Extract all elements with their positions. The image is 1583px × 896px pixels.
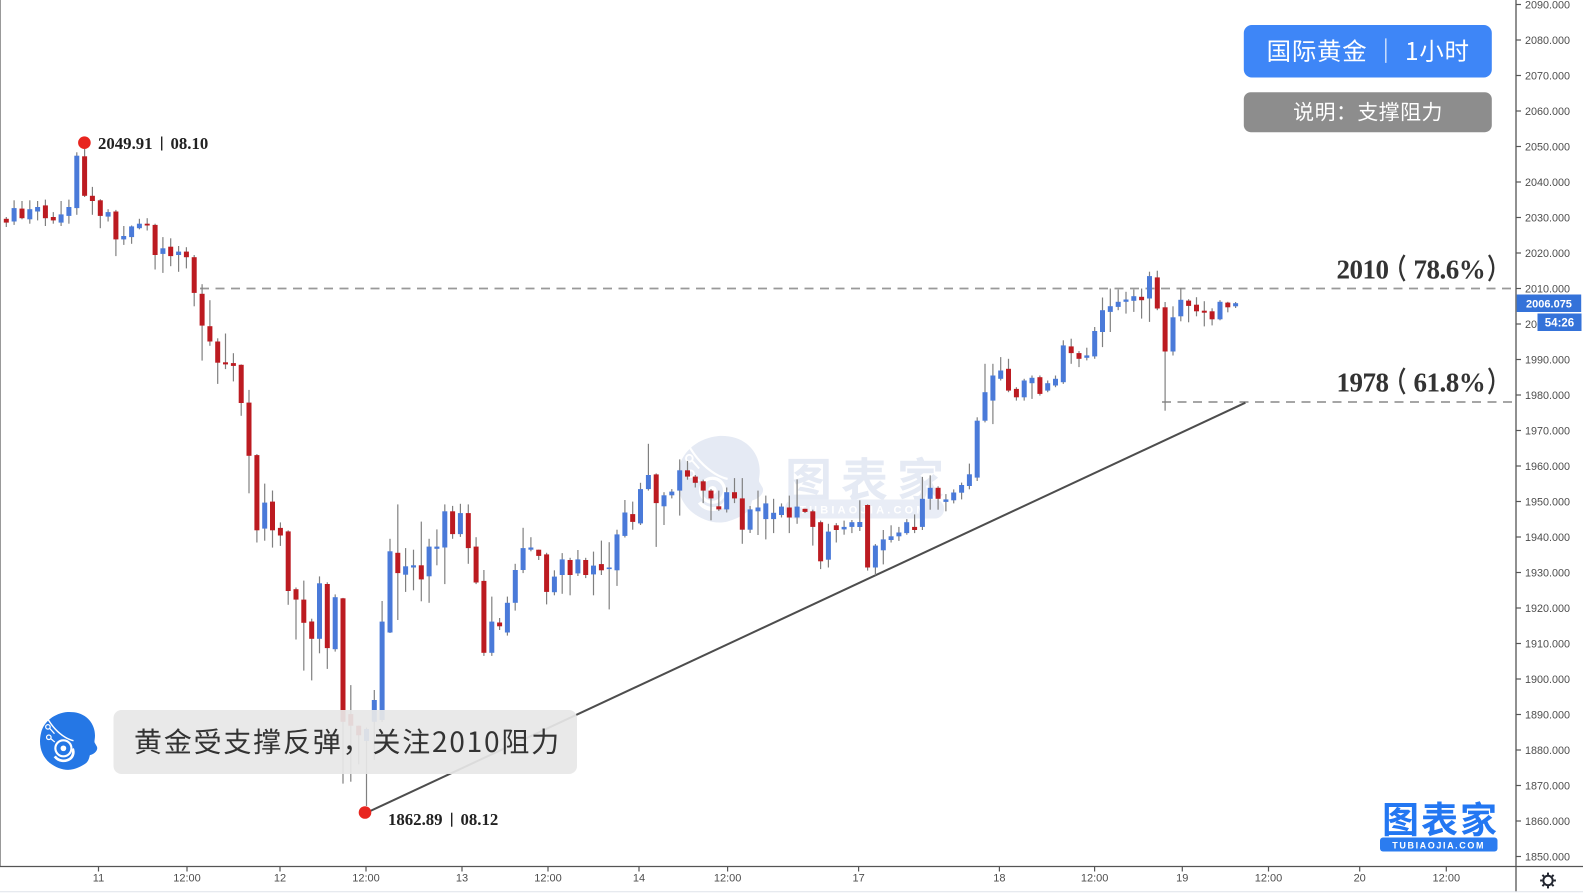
svg-text:2020.000: 2020.000: [1525, 248, 1570, 260]
svg-text:2030.000: 2030.000: [1525, 212, 1570, 224]
svg-text:12:00: 12:00: [534, 873, 562, 885]
svg-text:1940.000: 1940.000: [1525, 532, 1570, 544]
svg-text:54:26: 54:26: [1545, 318, 1574, 330]
svg-text:17: 17: [852, 873, 864, 885]
svg-text:78.6%: 78.6%: [1414, 255, 1486, 285]
svg-text:2049.91: 2049.91: [98, 134, 153, 153]
svg-text:2050.000: 2050.000: [1525, 141, 1570, 153]
svg-text:1930.000: 1930.000: [1525, 567, 1570, 579]
svg-text:12:00: 12:00: [714, 873, 742, 885]
svg-text:13: 13: [456, 873, 468, 885]
svg-text:2090.000: 2090.000: [1525, 0, 1570, 11]
svg-text:14: 14: [633, 873, 645, 885]
svg-text:2040.000: 2040.000: [1525, 177, 1570, 189]
svg-text:1990.000: 1990.000: [1525, 354, 1570, 366]
svg-text:1980.000: 1980.000: [1525, 390, 1570, 402]
svg-text:TUBIAOJIA.COM: TUBIAOJIA.COM: [1392, 841, 1485, 851]
svg-text:11: 11: [93, 873, 104, 885]
svg-text:12:00: 12:00: [352, 873, 380, 885]
svg-text:12:00: 12:00: [1433, 873, 1461, 885]
svg-text:1978: 1978: [1337, 368, 1389, 398]
svg-text:1910.000: 1910.000: [1525, 638, 1570, 650]
svg-text:1900.000: 1900.000: [1525, 674, 1570, 686]
svg-text:12: 12: [274, 873, 286, 885]
svg-text:1950.000: 1950.000: [1525, 496, 1570, 508]
svg-text:1860.000: 1860.000: [1525, 816, 1570, 828]
svg-text:12:00: 12:00: [173, 873, 201, 885]
svg-text:18: 18: [993, 873, 1005, 885]
svg-text:2060.000: 2060.000: [1525, 106, 1570, 118]
svg-text:12:00: 12:00: [1255, 873, 1283, 885]
svg-text:1960.000: 1960.000: [1525, 461, 1570, 473]
svg-text:1920.000: 1920.000: [1525, 603, 1570, 615]
svg-text:08.10: 08.10: [171, 134, 209, 153]
svg-text:1970.000: 1970.000: [1525, 425, 1570, 437]
svg-text:TUBIAOJIA.COM: TUBIAOJIA.COM: [799, 505, 929, 517]
svg-text:2080.000: 2080.000: [1525, 35, 1570, 47]
svg-text:1870.000: 1870.000: [1525, 780, 1570, 792]
svg-text:1890.000: 1890.000: [1525, 709, 1570, 721]
svg-text:08.12: 08.12: [461, 810, 499, 829]
svg-text:2070.000: 2070.000: [1525, 70, 1570, 82]
svg-text:2010.000: 2010.000: [1525, 283, 1570, 295]
svg-text:19: 19: [1176, 873, 1188, 885]
svg-text:12:00: 12:00: [1081, 873, 1109, 885]
svg-text:1850.000: 1850.000: [1525, 851, 1570, 863]
svg-text:2010: 2010: [1337, 255, 1389, 285]
svg-text:1880.000: 1880.000: [1525, 745, 1570, 757]
svg-text:61.8%: 61.8%: [1414, 368, 1486, 398]
svg-text:1862.89: 1862.89: [388, 810, 443, 829]
svg-text:2006.075: 2006.075: [1526, 299, 1572, 311]
svg-text:20: 20: [1354, 873, 1366, 885]
